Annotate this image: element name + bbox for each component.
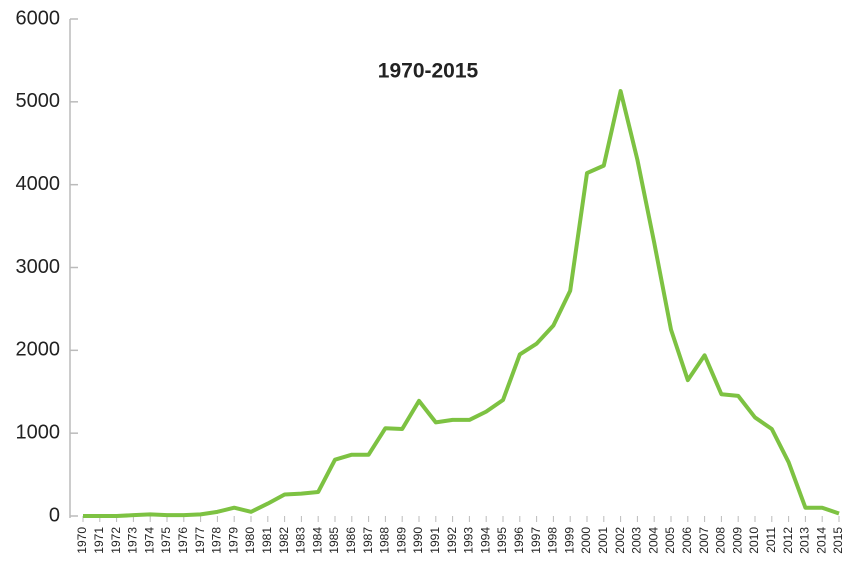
x-tick-label: 2007 — [697, 527, 711, 554]
y-tick-label: 4000 — [16, 173, 61, 195]
x-tick-label: 1998 — [546, 527, 560, 554]
x-tick-label: 2002 — [613, 527, 627, 554]
y-tick-label: 3000 — [16, 256, 61, 278]
x-tick-label: 1983 — [294, 527, 308, 554]
y-tick-label: 5000 — [16, 90, 61, 112]
x-tick-label: 1984 — [310, 527, 324, 554]
y-tick-label: 0 — [49, 504, 60, 526]
x-tick-label: 2003 — [630, 527, 644, 554]
x-tick-label: 1986 — [344, 527, 358, 554]
x-tick-label: 2009 — [730, 527, 744, 554]
x-tick-label: 2014 — [814, 527, 828, 554]
x-tick-label: 1989 — [394, 527, 408, 554]
x-tick-label: 1974 — [142, 527, 156, 554]
x-tick-label: 1973 — [126, 527, 140, 554]
x-tick-label: 1987 — [361, 527, 375, 554]
x-tick-label: 1972 — [109, 527, 123, 554]
x-tick-label: 1999 — [562, 527, 576, 554]
x-tick-label: 1997 — [529, 527, 543, 554]
x-tick-label: 2001 — [596, 527, 610, 554]
x-tick-label: 2015 — [831, 527, 845, 554]
x-tick-label: 1988 — [378, 527, 392, 554]
x-tick-label: 2006 — [680, 527, 694, 554]
x-tick-label: 2012 — [781, 527, 795, 554]
x-tick-label: 1991 — [428, 527, 442, 554]
x-tick-label: 2005 — [663, 527, 677, 554]
x-tick-label: 1992 — [445, 527, 459, 554]
x-tick-label: 2008 — [714, 527, 728, 554]
x-tick-label: 1978 — [210, 527, 224, 554]
x-tick-label: 1977 — [193, 527, 207, 554]
x-tick-label: 1975 — [159, 527, 173, 554]
x-tick-label: 1980 — [243, 527, 257, 554]
x-tick-label: 1976 — [176, 527, 190, 554]
y-tick-label: 6000 — [16, 7, 61, 29]
data-line — [83, 89, 840, 518]
x-tick-label: 1985 — [327, 527, 341, 554]
x-tick-label: 1995 — [495, 527, 509, 554]
x-tick-label: 2000 — [579, 527, 593, 554]
y-tick-label: 2000 — [16, 339, 61, 361]
x-tick-label: 2013 — [798, 527, 812, 554]
x-tick-label: 2011 — [764, 527, 778, 553]
x-tick-label: 1982 — [277, 527, 291, 554]
x-tick-label: 2004 — [646, 527, 660, 554]
y-tick-label: 1000 — [16, 421, 61, 443]
x-tick-label: 1990 — [411, 527, 425, 554]
x-tick-label: 1994 — [478, 527, 492, 554]
x-tick-label: 1971 — [92, 527, 106, 554]
x-tick-label: 1970 — [75, 527, 89, 554]
x-tick-label: 1993 — [462, 527, 476, 554]
chart-title: 1970-2015 — [378, 60, 479, 83]
x-tick-label: 1979 — [226, 527, 240, 554]
x-tick-label: 2010 — [747, 527, 761, 554]
x-tick-label: 1996 — [512, 527, 526, 554]
x-tick-label: 1981 — [260, 527, 274, 554]
